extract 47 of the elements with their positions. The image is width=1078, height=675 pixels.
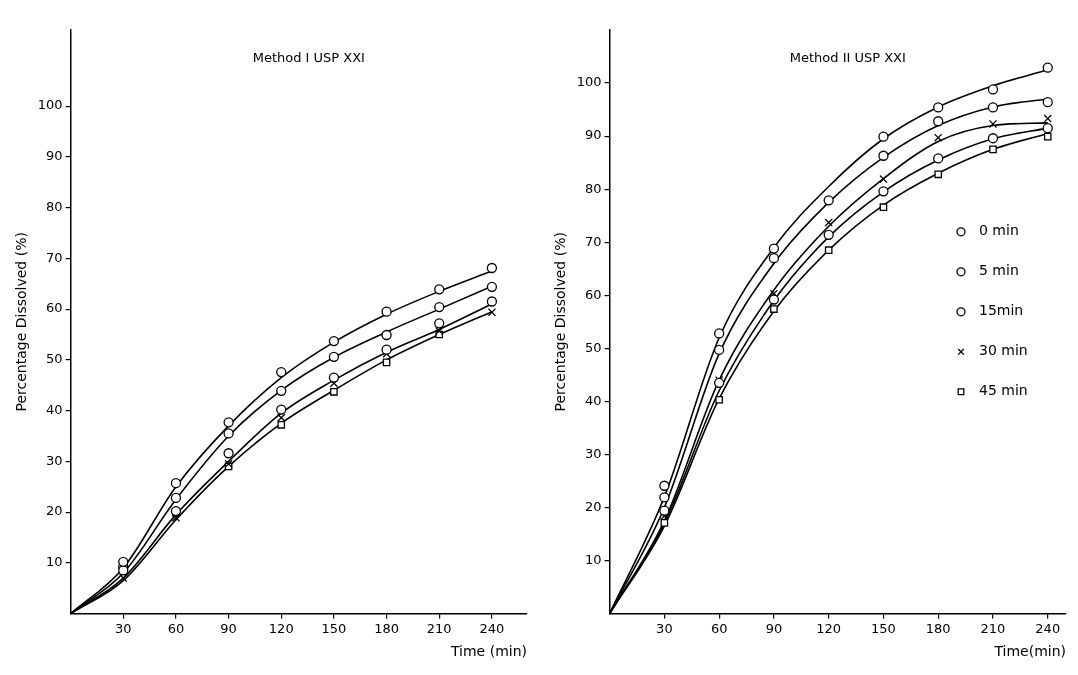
x-tick-label: 30: [115, 620, 132, 636]
x-tick-label: 210: [426, 620, 452, 636]
y-tick-label: 100: [37, 97, 63, 113]
y-axis-title: Percentage Dissolved (%): [552, 232, 569, 412]
y-tick-label: 80: [46, 198, 63, 214]
x-tick-label: 90: [220, 620, 237, 636]
y-tick-label: 90: [585, 127, 602, 143]
x-tick-label: 240: [479, 620, 505, 636]
x-tick-label: 180: [374, 620, 399, 636]
x-tick-label: 240: [1035, 620, 1061, 636]
y-tick-label: 70: [585, 233, 602, 249]
text: Method II USP XXI: [789, 49, 906, 65]
y-tick-label: 90: [46, 148, 63, 164]
x-tick-label: 120: [816, 620, 842, 636]
y-tick-label: 50: [585, 339, 602, 355]
y-axis-title: Percentage Dissolved (%): [13, 232, 30, 412]
x-tick-label: 150: [321, 620, 347, 636]
legend-label: 30 min: [979, 342, 1028, 359]
y-tick-label: 10: [585, 551, 602, 567]
x-tick-label: 180: [925, 620, 951, 636]
x-tick-label: 210: [980, 620, 1006, 636]
y-tick-label: 30: [46, 452, 63, 468]
y-tick-label: 70: [46, 249, 63, 265]
text: Method I USP XXI: [252, 49, 365, 65]
x-axis-title: Time(min): [993, 643, 1066, 660]
y-tick-label: 20: [585, 498, 602, 514]
y-tick-label: 100: [576, 74, 602, 90]
legend-label: 15min: [979, 302, 1024, 319]
y-tick-label: 40: [46, 401, 63, 417]
x-tick-label: 120: [268, 620, 294, 636]
y-tick-label: 20: [46, 503, 63, 519]
y-tick-label: 50: [46, 351, 63, 367]
x-tick-label: 150: [871, 620, 896, 636]
legend-label: 45 min: [979, 382, 1028, 399]
y-tick-label: 80: [585, 180, 602, 196]
x-tick-label: 90: [765, 620, 783, 636]
y-tick-label: 10: [46, 554, 63, 570]
legend-label: 0 min: [979, 222, 1019, 239]
x-tick-label: 30: [656, 620, 673, 636]
x-tick-label: 60: [710, 620, 728, 636]
legend-label: 5 min: [979, 262, 1019, 279]
y-tick-label: 40: [585, 392, 602, 408]
y-tick-label: 60: [585, 286, 602, 302]
x-axis-title: Time (min): [449, 643, 527, 660]
y-tick-label: 60: [46, 300, 63, 316]
x-tick-label: 60: [167, 620, 185, 636]
y-tick-label: 30: [585, 445, 602, 461]
